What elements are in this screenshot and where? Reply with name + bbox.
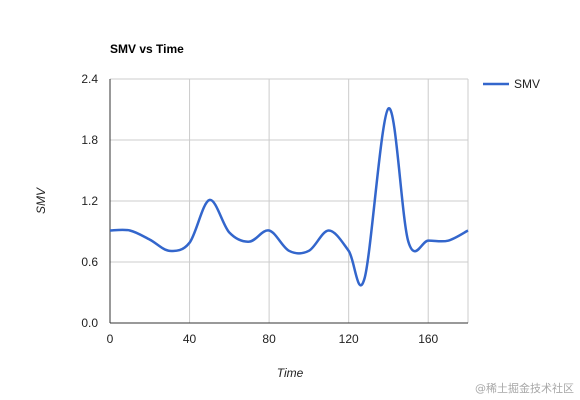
legend-label: SMV bbox=[514, 77, 540, 91]
grid bbox=[110, 78, 469, 323]
chart-title: SMV vs Time bbox=[110, 42, 184, 56]
y-tick-label: 0.6 bbox=[81, 255, 98, 269]
x-tick-label: 0 bbox=[107, 332, 114, 346]
x-axis-title: Time bbox=[277, 366, 304, 380]
y-axis-title: SMV bbox=[34, 187, 48, 214]
tick-labels: 0.0 0.6 1.2 1.8 2.4 0 40 80 120 160 bbox=[81, 72, 438, 346]
series-layer bbox=[109, 107, 469, 287]
x-tick-label: 120 bbox=[339, 332, 359, 346]
y-tick-label: 1.2 bbox=[81, 194, 98, 208]
watermark-text: @稀土掘金技术社区 bbox=[475, 381, 574, 395]
x-tick-label: 80 bbox=[262, 332, 276, 346]
y-tick-label: 0.0 bbox=[81, 316, 98, 330]
x-tick-label: 40 bbox=[183, 332, 197, 346]
legend: SMV bbox=[483, 77, 540, 91]
x-tick-label: 160 bbox=[418, 332, 438, 346]
axes bbox=[109, 79, 468, 324]
y-tick-label: 1.8 bbox=[81, 133, 98, 147]
y-tick-label: 2.4 bbox=[81, 72, 98, 86]
series-line-smv bbox=[109, 107, 469, 287]
